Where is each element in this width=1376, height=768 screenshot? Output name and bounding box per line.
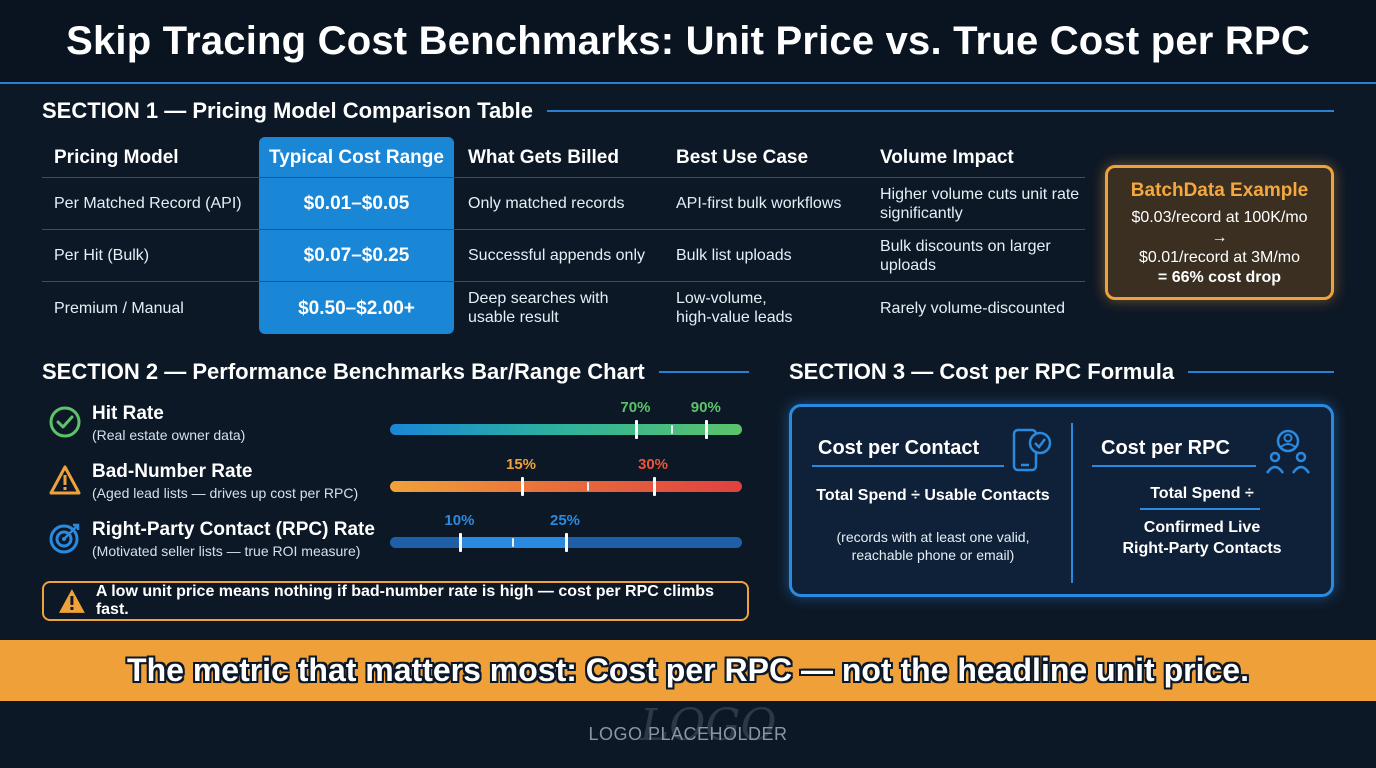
cost-per-contact-title: Cost per Contact xyxy=(818,437,980,459)
column-header: Best Use Case xyxy=(676,146,809,168)
formula-box: Cost per Contact Total Spend ÷ Usable Co… xyxy=(789,404,1334,597)
example-title: BatchData Example xyxy=(1130,180,1309,201)
title-bar: Skip Tracing Cost Benchmarks: Unit Price… xyxy=(0,0,1376,84)
formula-note-line2: reachable phone or email) xyxy=(851,547,1015,563)
range-low-tick xyxy=(634,420,638,439)
bad-number-rate-bar: 15% 30% xyxy=(390,456,742,496)
model-cell: Per Hit (Bulk) xyxy=(54,247,150,264)
cost-cell: $0.07–$0.25 xyxy=(303,245,410,266)
warning-triangle-icon xyxy=(49,465,81,495)
section3-heading: SECTION 3 — Cost per RPC Formula xyxy=(789,359,1334,385)
batchdata-example-box: BatchData Example $0.03/record at 100K/m… xyxy=(1105,165,1334,300)
rpc-rate-bar: 10% 25% xyxy=(390,512,742,552)
hit-rate-bar: 70% 90% xyxy=(390,399,742,439)
column-header: Volume Impact xyxy=(880,146,1014,168)
example-line1: $0.03/record at 100K/mo xyxy=(1131,209,1308,226)
section2-heading: SECTION 2 — Performance Benchmarks Bar/R… xyxy=(42,359,749,385)
cost-per-rpc-title: Cost per RPC xyxy=(1101,437,1230,459)
table-row: Per Hit (Bulk) $0.07–$0.25 Successful ap… xyxy=(42,229,1085,281)
range-low-tick xyxy=(458,533,462,552)
range-low-label: 70% xyxy=(620,399,651,416)
range-mid-tick xyxy=(587,482,589,491)
section1-rule xyxy=(547,110,1334,112)
metric-title: Right-Party Contact (RPC) Rate xyxy=(92,519,375,540)
rpc-formula-numerator: Total Spend ÷ xyxy=(1150,485,1254,502)
contact-people-icon xyxy=(1265,429,1311,474)
cost-cell: $0.01–$0.05 xyxy=(303,193,410,214)
impact-cell: Rarely volume-discounted xyxy=(880,299,1065,317)
check-circle-icon xyxy=(49,406,81,438)
formula-underline xyxy=(812,465,1004,467)
table-header-row: Pricing Model Typical Cost Range What Ge… xyxy=(42,137,1085,177)
table-row: Per Matched Record (API) $0.01–$0.05 Onl… xyxy=(42,177,1085,229)
range-high-label: 90% xyxy=(690,399,721,416)
banner-text: The metric that matters most: Cost per R… xyxy=(127,652,1249,688)
billed-cell: Deep searches with usable result xyxy=(468,290,609,326)
example-line2: $0.01/record at 3M/mo xyxy=(1139,249,1300,266)
cost-per-contact-formula: Total Spend ÷ Usable Contacts xyxy=(816,487,1050,504)
metric-title: Hit Rate xyxy=(92,403,164,424)
model-cell: Per Matched Record (API) xyxy=(54,195,242,212)
section1-heading: SECTION 1 — Pricing Model Comparison Tab… xyxy=(42,98,1334,124)
formula-underline xyxy=(1092,465,1256,467)
range-low-label: 15% xyxy=(506,456,537,473)
rpc-formula-denominator-line1: Confirmed Live xyxy=(1143,519,1261,536)
warning-icon xyxy=(58,589,85,613)
range-mid-tick xyxy=(512,538,515,547)
metric-subtitle: (Aged lead lists — drives up cost per RP… xyxy=(92,485,359,501)
metric-title: Bad-Number Rate xyxy=(92,461,253,482)
range-mid-tick xyxy=(670,425,673,434)
impact-cell: Bulk discounts on larger uploads xyxy=(880,237,1051,274)
range-high-tick xyxy=(705,420,709,439)
section2-rule xyxy=(658,371,749,373)
range-high-tick xyxy=(652,477,656,496)
column-header: Pricing Model xyxy=(54,146,179,168)
range-high-tick xyxy=(564,533,568,552)
formula-divider xyxy=(1071,423,1073,583)
example-arrow: → xyxy=(1211,229,1228,246)
use-case-cell: Low-volume, high-value leads xyxy=(676,290,793,326)
warning-callout: A low unit price means nothing if bad-nu… xyxy=(42,581,749,621)
phone-check-icon xyxy=(1012,428,1052,472)
column-header: Typical Cost Range xyxy=(269,146,444,168)
billed-cell: Successful appends only xyxy=(468,247,645,264)
use-case-cell: Bulk list uploads xyxy=(676,247,792,264)
warning-text: A low unit price means nothing if bad-nu… xyxy=(95,583,714,618)
impact-cell: Higher volume cuts unit rate significant… xyxy=(880,185,1080,222)
example-result: = 66% cost drop xyxy=(1157,269,1282,286)
range-low-label: 10% xyxy=(444,512,475,529)
billed-cell: Only matched records xyxy=(468,195,625,212)
logo-placeholder: LOGO PLACEHOLDER xyxy=(588,724,788,744)
metric-subtitle: (Motivated seller lists — true ROI measu… xyxy=(92,543,361,559)
logo-watermark: LOGO xyxy=(640,700,777,751)
range-high-label: 30% xyxy=(638,456,669,473)
column-header: What Gets Billed xyxy=(468,146,619,168)
cost-cell: $0.50–$2.00+ xyxy=(298,297,415,319)
section3-rule xyxy=(1188,371,1334,373)
rpc-formula-denominator-line2: Right-Party Contacts xyxy=(1122,540,1282,557)
formula-note-line1: (records with at least one valid, xyxy=(836,529,1030,545)
model-cell: Premium / Manual xyxy=(54,299,184,317)
fraction-line xyxy=(1140,508,1260,510)
page-title: Skip Tracing Cost Benchmarks: Unit Price… xyxy=(66,18,1310,63)
target-icon xyxy=(49,523,80,554)
cost-column-highlight xyxy=(259,137,454,334)
use-case-cell: API-first bulk workflows xyxy=(676,195,842,212)
metric-subtitle: (Real estate owner data) xyxy=(92,427,246,443)
bottom-banner: The metric that matters most: Cost per R… xyxy=(0,640,1376,701)
range-low-tick xyxy=(520,477,524,496)
table-row: Premium / Manual $0.50–$2.00+ Deep searc… xyxy=(42,281,1085,334)
range-high-label: 25% xyxy=(550,512,581,529)
